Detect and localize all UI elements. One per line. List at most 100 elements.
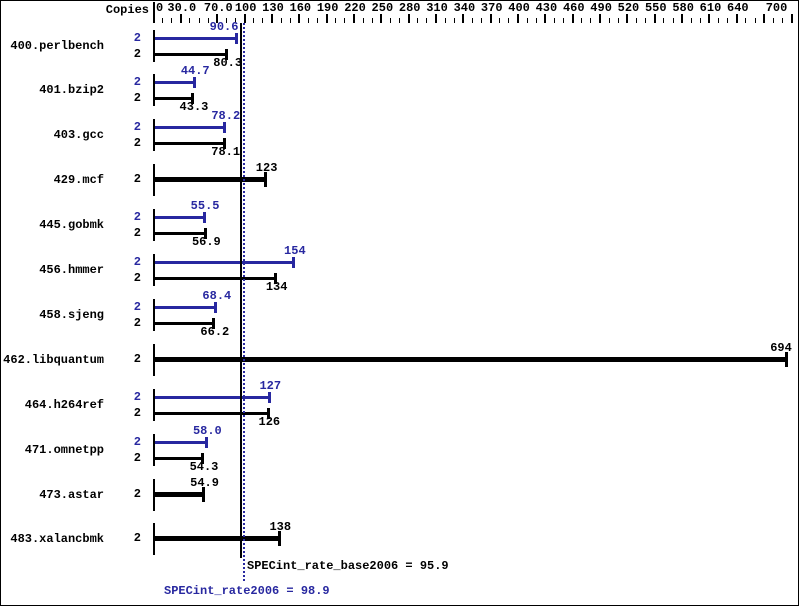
base-value-label: 80.3 xyxy=(213,55,243,70)
benchmark-label: 445.gobmk xyxy=(39,218,104,233)
axis-major-tick xyxy=(571,14,574,23)
axis-major-tick xyxy=(179,14,182,23)
peak-value-label: 154 xyxy=(284,244,306,258)
axis-major-tick xyxy=(681,14,684,23)
axis-minor-tick xyxy=(499,18,501,23)
peak-bar-endcap xyxy=(267,391,271,403)
base-bar-endcap xyxy=(277,531,281,547)
copies-value: 2 xyxy=(133,405,141,420)
copies-value: 2 xyxy=(133,136,141,151)
axis-label: 430 xyxy=(535,1,558,15)
base-bar xyxy=(154,491,204,497)
row-axis-tick xyxy=(152,478,155,511)
axis-minor-tick xyxy=(289,18,291,23)
copies-value: 2 xyxy=(133,315,141,330)
axis-minor-tick xyxy=(608,18,610,23)
y-axis-line xyxy=(152,2,155,23)
base-bar xyxy=(154,411,269,415)
row-axis-tick xyxy=(152,29,155,62)
axis-minor-tick xyxy=(526,18,528,23)
axis-major-tick xyxy=(626,14,629,23)
row-axis-tick xyxy=(152,343,155,376)
base-bar xyxy=(154,456,203,460)
copies-value: 2 xyxy=(133,120,141,135)
axis-major-tick xyxy=(243,14,246,23)
axis-major-tick xyxy=(489,14,492,23)
base-bar xyxy=(154,177,266,183)
copies-value: 2 xyxy=(133,531,141,546)
axis-major-tick xyxy=(380,14,383,23)
axis-label: 610 xyxy=(699,1,722,15)
axis-major-tick xyxy=(435,14,438,23)
base-bar-endcap xyxy=(201,452,205,464)
base-value-label: 138 xyxy=(269,520,292,535)
row-axis-tick xyxy=(152,254,155,286)
axis-major-tick xyxy=(763,14,766,23)
axis-minor-tick xyxy=(481,18,483,23)
axis-major-tick xyxy=(653,14,656,23)
benchmark-label: 471.omnetpp xyxy=(24,442,104,457)
peak-value-label: 68.4 xyxy=(202,288,232,303)
axis-minor-tick xyxy=(262,18,264,23)
axis-label: 100 xyxy=(234,1,257,15)
row-axis-tick xyxy=(152,74,155,107)
axis-minor-tick xyxy=(162,18,164,23)
row-axis-tick xyxy=(152,119,155,152)
copies-value: 2 xyxy=(133,486,141,501)
axis-major-tick xyxy=(325,14,328,23)
axis-major-tick xyxy=(270,14,273,23)
axis-major-tick xyxy=(353,14,355,23)
base-bar xyxy=(154,277,276,280)
peak-bar xyxy=(154,36,237,40)
base-bar xyxy=(154,356,787,362)
axis-minor-tick xyxy=(663,18,665,23)
copies-value: 2 xyxy=(133,255,141,269)
axis-label: 310 xyxy=(426,1,448,15)
axis-minor-tick xyxy=(225,18,227,23)
base-value-label: 123 xyxy=(255,161,278,176)
axis-label: 130 xyxy=(262,1,284,15)
base-value-label: 126 xyxy=(258,414,281,429)
axis-label: 160 xyxy=(289,1,312,15)
axis-label: 490 xyxy=(590,1,612,15)
base-value-label: 54.9 xyxy=(190,475,219,490)
axis-minor-tick xyxy=(189,18,191,23)
axis-label: 30.0 xyxy=(167,1,197,15)
axis-minor-tick xyxy=(581,18,583,23)
axis-minor-tick xyxy=(453,18,455,23)
axis-minor-tick xyxy=(207,18,209,23)
copies-value: 2 xyxy=(133,210,141,225)
row-axis-tick xyxy=(152,164,155,197)
peak-value-label: 58.0 xyxy=(192,423,222,438)
copies-value: 2 xyxy=(133,75,141,90)
copies-value: 2 xyxy=(133,91,141,106)
benchmark-label: 456.hmmer xyxy=(39,263,104,277)
base-bar-endcap xyxy=(225,48,229,60)
peak-bar xyxy=(154,126,225,130)
peak-bar-endcap xyxy=(192,77,196,89)
axis-minor-tick xyxy=(307,18,309,23)
base-bar-endcap xyxy=(274,273,278,284)
axis-minor-tick xyxy=(444,18,446,23)
axis-minor-tick xyxy=(617,18,619,23)
copies-value: 2 xyxy=(133,226,141,241)
row-axis-tick xyxy=(152,209,155,242)
benchmark-label: 462.libquantum xyxy=(3,352,104,367)
peak-value-label: 78.2 xyxy=(211,109,241,124)
axis-label: 550 xyxy=(644,1,667,15)
axis-major-tick xyxy=(735,14,738,23)
axis-minor-tick xyxy=(472,18,473,23)
peak-bar-endcap xyxy=(204,436,208,448)
base-value-label: 694 xyxy=(770,340,792,355)
base-value-label: 43.3 xyxy=(179,100,209,115)
base-value-label: 134 xyxy=(265,280,288,294)
axis-label: 0 xyxy=(156,1,164,15)
axis-minor-tick xyxy=(426,18,428,23)
axis-label: 400 xyxy=(508,1,530,15)
axis-minor-tick xyxy=(645,18,647,23)
axis-major-tick xyxy=(517,14,520,23)
axis-minor-tick xyxy=(417,18,419,23)
base-value-label: 56.9 xyxy=(191,235,221,250)
copies-value: 2 xyxy=(133,46,141,61)
